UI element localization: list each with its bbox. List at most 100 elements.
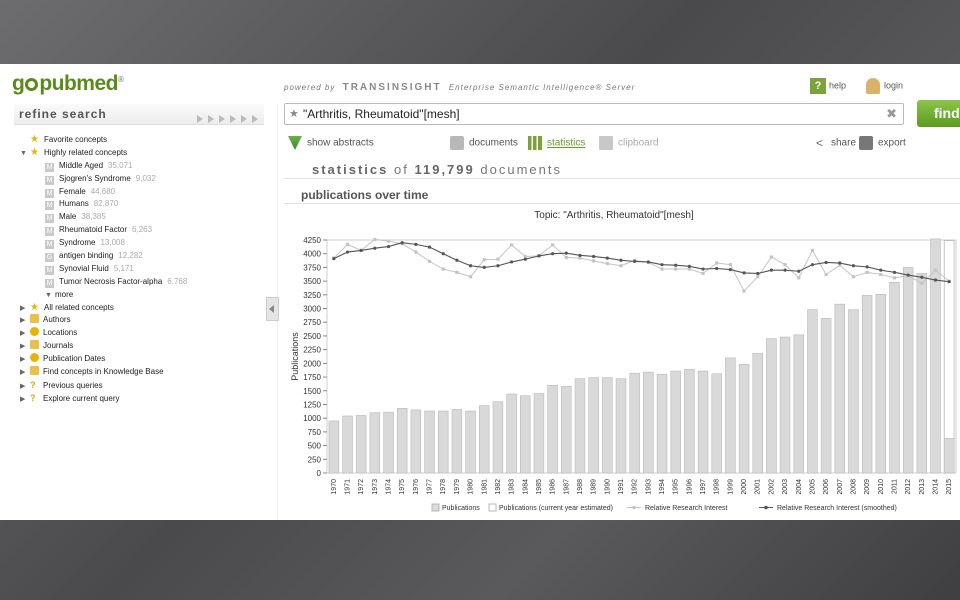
y-tick-label: 2250 (303, 346, 321, 355)
concept-item[interactable]: M Middle Aged 35,071 (20, 160, 270, 173)
bar (574, 378, 586, 474)
tree-item-more[interactable]: ▼ more (20, 289, 270, 302)
mesh-concept-icon: M (45, 188, 54, 198)
export-button[interactable]: export (859, 136, 906, 150)
documents-button[interactable]: documents (450, 136, 518, 150)
show-abstracts-button[interactable]: show abstracts (288, 136, 374, 150)
x-tick-label: 2000 (741, 479, 748, 495)
interest-smoothed-point (633, 259, 637, 263)
tree-section-item[interactable]: ▶ Authors (20, 314, 270, 327)
interest-point (715, 261, 719, 265)
tree-section-item[interactable]: ▶? Previous queries (20, 379, 270, 392)
interest-point (496, 257, 500, 261)
tree-section-item[interactable]: ▶ Locations (20, 327, 270, 340)
refine-search-title: refine search (19, 107, 107, 121)
interest-smoothed-point (674, 263, 678, 267)
y-tick-label: 2500 (303, 332, 321, 341)
search-input[interactable] (303, 106, 873, 122)
y-tick-label: 1000 (303, 414, 321, 423)
concept-label: Female (59, 186, 86, 196)
login-link[interactable]: login (866, 78, 903, 94)
expand-right-icon[interactable]: ▶ (20, 395, 26, 403)
expand-right-icon[interactable]: ▶ (20, 343, 26, 351)
concept-item[interactable]: M Rheumatoid Factor 6,263 (20, 224, 270, 237)
concept-item[interactable]: M Synovial Fluid 5,171 (20, 263, 270, 276)
gopubmed-logo[interactable]: g pubmed® (12, 72, 124, 96)
interest-smoothed-point (892, 270, 897, 274)
search-box: ★ ✖ (284, 103, 904, 125)
concept-item[interactable]: M Sjogren's Syndrome 9,032 (20, 173, 270, 186)
bar (479, 405, 490, 474)
tree-section-item[interactable]: ▶? Explore current query (20, 392, 270, 405)
x-tick-label: 1988 (577, 479, 584, 495)
statistics-button[interactable]: statistics (528, 136, 585, 150)
expand-right-icon[interactable]: ▶ (20, 382, 26, 390)
tree-item-highly-related[interactable]: ▼ ★ Highly related concepts (20, 147, 270, 160)
expand-right-icon[interactable]: ▶ (20, 330, 26, 338)
y-tick-label: 2750 (303, 318, 321, 327)
interest-point (769, 255, 774, 259)
interest-point (920, 281, 924, 285)
clipboard-icon (599, 136, 613, 150)
interest-smoothed-point (592, 254, 596, 259)
bar (629, 372, 640, 474)
bar (684, 369, 695, 474)
collapse-sidebar-button[interactable] (266, 297, 279, 321)
x-tick-label: 1989 (591, 479, 598, 495)
interest-point (441, 267, 445, 271)
concept-label: Male (59, 212, 77, 222)
clear-icon[interactable]: ✖ (886, 106, 897, 121)
interest-smoothed-point (509, 260, 514, 264)
star-icon: ★ (30, 134, 39, 145)
x-tick-label: 2007 (837, 479, 844, 495)
concept-count: 44,680 (90, 186, 116, 196)
x-tick-label: 1979 (454, 479, 461, 495)
share-button[interactable]: < share (816, 136, 857, 150)
expand-down-icon[interactable]: ▼ (20, 149, 27, 157)
legend-label: Publications (442, 505, 480, 512)
expand-right-icon[interactable]: ▶ (20, 317, 26, 325)
tree-section-item[interactable]: ▶ Publication Dates (20, 353, 270, 366)
find-button[interactable]: find (917, 100, 960, 127)
concept-count: 13,008 (100, 238, 125, 248)
bar (533, 393, 545, 474)
expand-right-icon[interactable]: ▶ (20, 369, 26, 377)
bar (779, 336, 791, 474)
tree-item-favorite[interactable]: ★ Favorite concepts (30, 134, 108, 145)
y-tick-label: 3750 (303, 263, 321, 272)
expand-down-icon[interactable]: ▼ (45, 291, 52, 299)
tree-section-item[interactable]: ▶ Find concepts in Knowledge Base (20, 366, 270, 379)
concept-count: 12,282 (118, 251, 143, 261)
clipboard-button[interactable]: clipboard (599, 136, 659, 150)
mesh-concept-icon: M (45, 227, 54, 237)
x-tick-label: 2001 (755, 479, 762, 495)
y-tick-label: 500 (308, 442, 322, 451)
concept-label: Middle Aged (59, 160, 104, 170)
legend-swatch-point (764, 505, 768, 510)
help-link[interactable]: ? help (810, 78, 846, 94)
concept-item[interactable]: M Male 38,385 (20, 211, 270, 224)
interest-smoothed-point (441, 252, 445, 256)
tree-section-item[interactable]: ▶ ★ All related concepts (20, 302, 270, 315)
interest-point (482, 258, 486, 262)
concept-item[interactable]: M Tumor Necrosis Factor-alpha 6,768 (20, 276, 270, 289)
concept-item[interactable]: M Syndrome 13,008 (20, 237, 270, 250)
tree-section-item[interactable]: ▶ Journals (20, 340, 270, 353)
concept-count: 6,768 (167, 276, 188, 286)
expand-right-icon[interactable]: ▶ (20, 304, 26, 312)
interest-smoothed-line (333, 242, 950, 283)
interest-point (509, 243, 514, 247)
mesh-concept-icon: M (45, 214, 54, 224)
expand-right-icon[interactable]: ▶ (20, 356, 26, 364)
concept-label: antigen binding (59, 251, 114, 261)
interest-point (851, 275, 856, 279)
interest-smoothed-point (715, 266, 719, 271)
interest-point (414, 250, 418, 254)
concept-item[interactable]: M Humans 82,870 (20, 198, 270, 211)
interest-point (756, 275, 760, 279)
interest-smoothed-point (920, 275, 924, 279)
star-icon[interactable]: ★ (289, 108, 299, 120)
x-tick-label: 2012 (905, 479, 912, 495)
concept-item[interactable]: M Female 44,680 (20, 186, 270, 199)
